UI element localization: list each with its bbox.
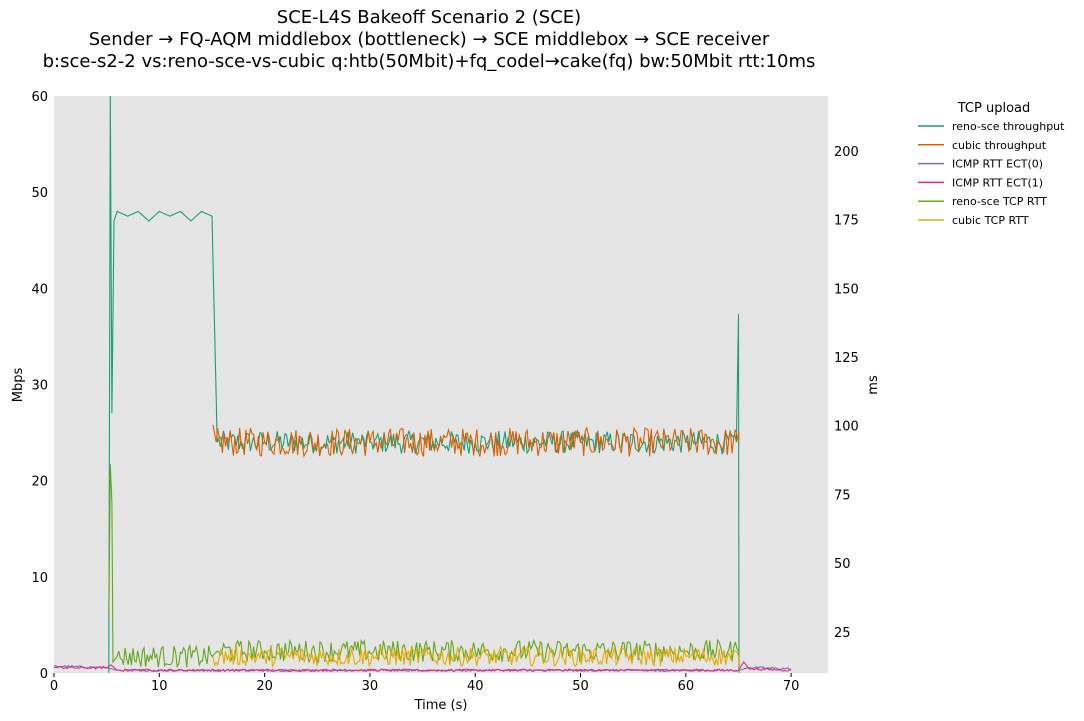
series-line-5: [212, 645, 741, 668]
y-left-tick-label: 10: [31, 571, 48, 586]
series-line-3: [53, 661, 792, 673]
y-left-axis-label: Mbps: [11, 368, 26, 403]
y-right-axis-ticks: 25 50 75 100 125 150 175 200: [834, 145, 859, 641]
y-right-tick-label: 75: [834, 488, 851, 503]
y-left-tick-label: 30: [31, 379, 48, 394]
y-right-tick-label: 25: [834, 626, 851, 641]
y-right-tick-label: 175: [834, 214, 859, 229]
x-tick-label: 30: [362, 679, 379, 694]
y-right-tick-label: 150: [834, 282, 859, 297]
y-right-tick-label: 50: [834, 557, 851, 572]
y-left-tick-label: 0: [40, 667, 48, 682]
y-left-tick-label: 50: [31, 186, 48, 201]
x-tick-label: 0: [50, 679, 58, 694]
legend: TCP upload reno-sce throughput cubic thro…: [918, 101, 1065, 227]
x-tick-label: 40: [467, 679, 484, 694]
legend-title: TCP upload: [957, 101, 1031, 116]
series-line-1: [212, 424, 740, 459]
plot-background: [54, 96, 828, 673]
legend-label: ICMP RTT ECT(1): [952, 176, 1043, 189]
series-lines: [53, 95, 792, 674]
chart-title-line-2: Sender → FQ-AQM middlebox (bottleneck) →…: [88, 29, 770, 50]
y-right-axis-label: ms: [866, 375, 881, 395]
x-tick-label: 20: [256, 679, 273, 694]
chart-title-line-3: b:sce-s2-2 vs:reno-sce-vs-cubic q:htb(50…: [42, 51, 816, 72]
y-left-tick-label: 60: [31, 90, 48, 105]
x-axis-label: Time (s): [414, 698, 468, 713]
y-right-tick-label: 200: [834, 145, 859, 160]
legend-label: cubic throughput: [952, 139, 1047, 152]
y-left-tick-label: 20: [31, 475, 48, 490]
y-right-tick-label: 100: [834, 420, 859, 435]
x-tick-label: 10: [151, 679, 168, 694]
legend-label: reno-sce throughput: [952, 120, 1065, 133]
y-left-axis-ticks: 0 10 20 30 40 50 60: [31, 90, 48, 682]
x-tick-label: 70: [783, 679, 800, 694]
x-axis-ticks: 0 10 20 30 40 50 60 70: [50, 673, 800, 694]
chart-title-line-1: SCE-L4S Bakeoff Scenario 2 (SCE): [276, 7, 582, 28]
x-tick-label: 50: [572, 679, 589, 694]
legend-label: reno-sce TCP RTT: [952, 195, 1047, 208]
legend-label: ICMP RTT ECT(0): [952, 158, 1043, 171]
legend-label: cubic TCP RTT: [952, 214, 1029, 227]
y-right-tick-label: 125: [834, 351, 859, 366]
y-left-tick-label: 40: [31, 282, 48, 297]
series-line-0: [108, 95, 740, 674]
x-tick-label: 60: [678, 679, 695, 694]
